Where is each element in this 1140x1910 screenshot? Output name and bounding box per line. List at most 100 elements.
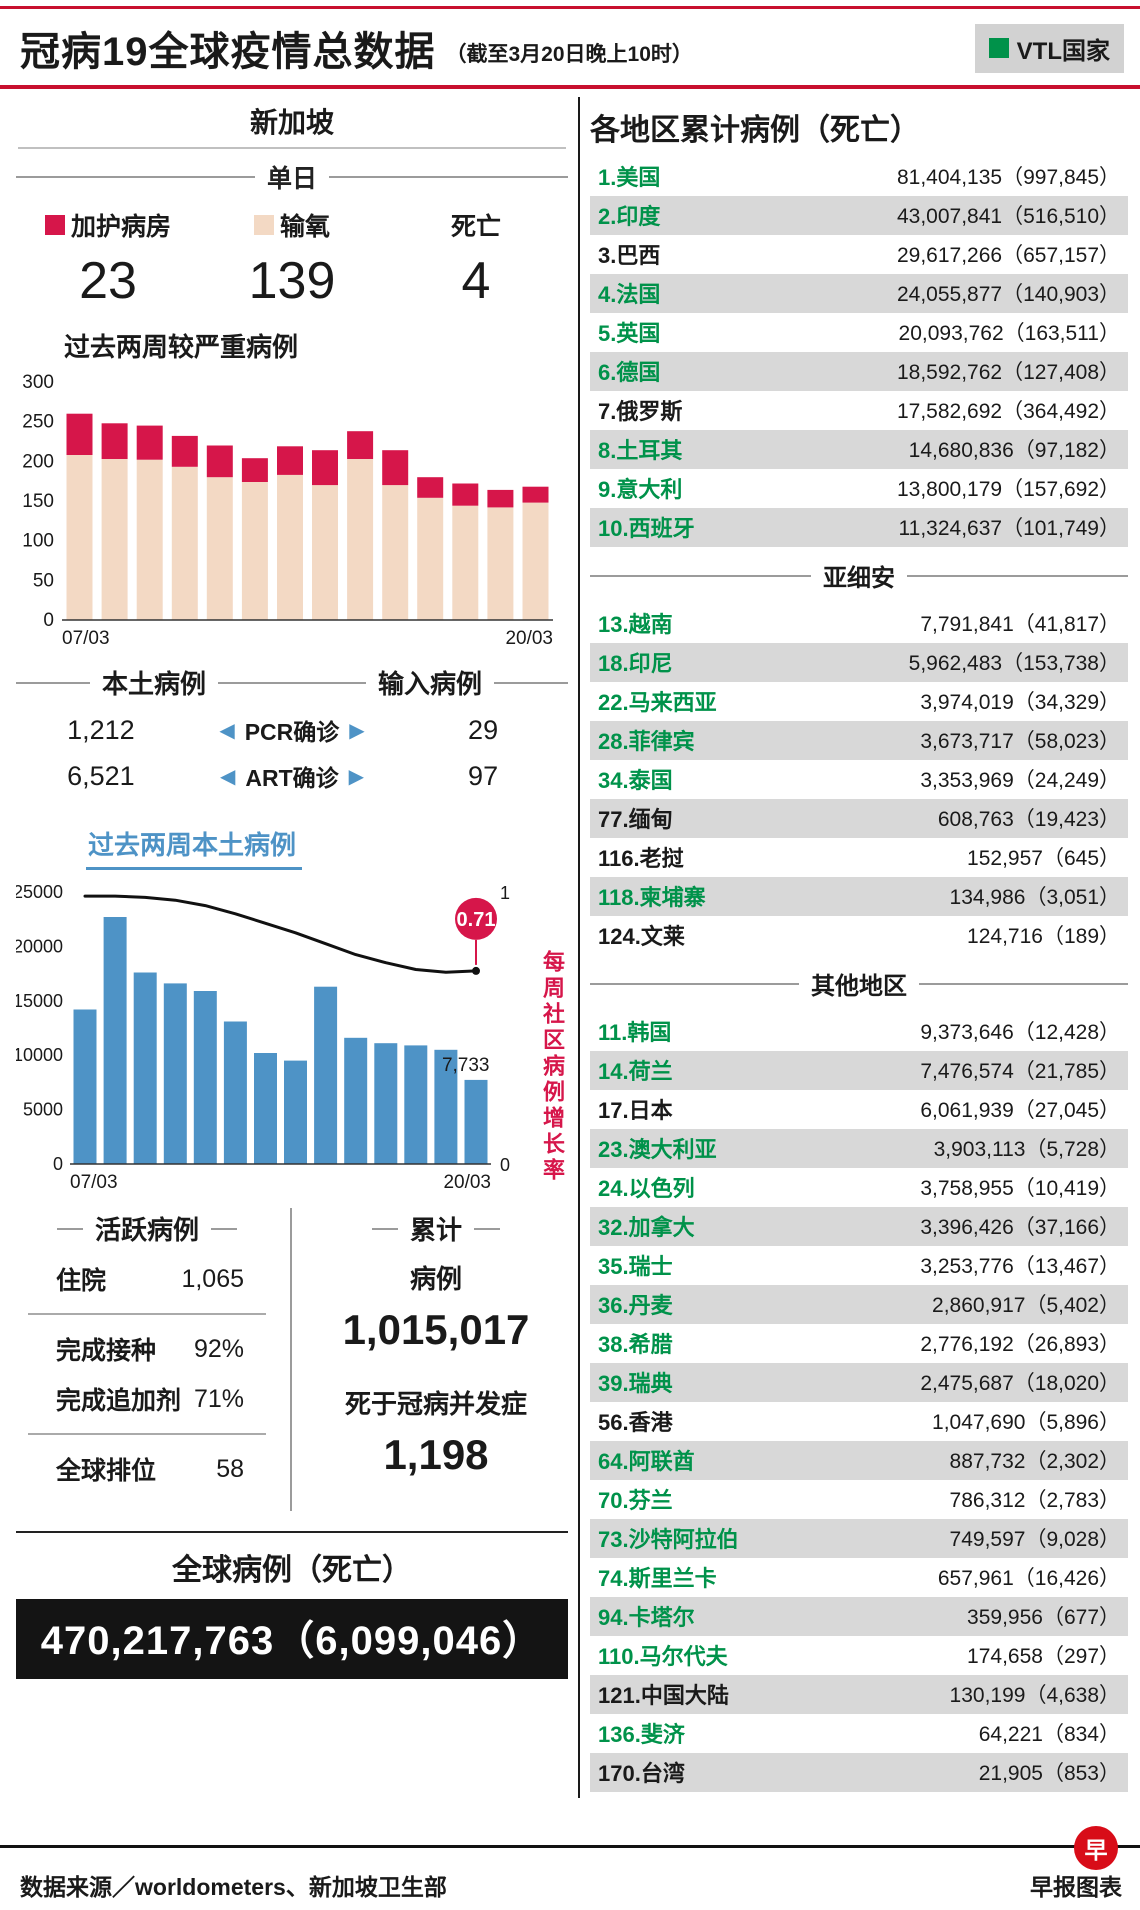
country-cases-deaths: 152,957（645） [967, 847, 1120, 870]
active-cases-header: 活跃病例 [20, 1210, 274, 1247]
country-name: 11.韩国 [598, 1020, 672, 1045]
page-subtitle: （截至3月20日晚上10时） [445, 43, 693, 66]
country-cases-deaths: 18,592,762（127,408） [896, 361, 1120, 384]
cumulative-cases-value: 1,015,017 [342, 1306, 530, 1353]
svg-text:0: 0 [53, 1154, 63, 1174]
region-row: 24.以色列 3,758,955（10,419） [590, 1168, 1128, 1207]
region-row: 28.菲律宾 3,673,717（58,023） [590, 721, 1128, 760]
country-name: 23.澳大利亚 [598, 1137, 717, 1162]
region-row: 3.巴西 29,617,266（657,157） [590, 235, 1128, 274]
left-arrow-icon: ◀ [219, 719, 235, 742]
global-rank-value: 58 [216, 1454, 244, 1483]
region-group-label: 亚细安 [823, 565, 895, 592]
icu-legend-swatch-icon [44, 215, 65, 235]
region-row: 11.韩国 9,373,646（12,428） [590, 1012, 1128, 1051]
divider [28, 1313, 266, 1315]
region-row: 39.瑞典 2,475,687（18,020） [590, 1363, 1128, 1402]
region-row: 14.荷兰 7,476,574（21,785） [590, 1051, 1128, 1090]
cumulative-deaths-label: 死于冠病并发症 [344, 1389, 527, 1419]
icu-value: 23 [79, 252, 137, 310]
region-row: 118.柬埔寨 134,986（3,051） [590, 877, 1128, 916]
footer-row: 数据来源／worldometers、新加坡卫生部 早报图表 [0, 1848, 1140, 1902]
country-cases-deaths: 174,658（297） [967, 1645, 1120, 1668]
data-source: 数据来源／worldometers、新加坡卫生部 [20, 1874, 447, 1900]
divider [474, 1227, 500, 1230]
svg-text:250: 250 [22, 412, 54, 433]
footer-rule: 早 [0, 1826, 1140, 1870]
region-group-header: 其他地区 [590, 961, 1128, 1006]
svg-text:20000: 20000 [16, 936, 63, 956]
country-name: 5.英国 [598, 321, 661, 346]
pcr-type: ◀ PCR确诊 ▶ [186, 713, 398, 747]
country-name: 136.斐济 [598, 1722, 685, 1747]
country-name: 110.马尔代夫 [598, 1644, 728, 1669]
country-name: 14.荷兰 [598, 1059, 673, 1084]
country-name: 6.德国 [598, 360, 661, 385]
region-row: 136.斐济 64,221（834） [590, 1714, 1128, 1753]
region-group-label: 其他地区 [811, 973, 907, 1000]
death-stat: 死亡 4 [384, 207, 568, 311]
country-cases-deaths: 9,373,646（12,428） [920, 1021, 1120, 1044]
oxygen-legend-swatch-icon [253, 215, 274, 235]
footer: 早 数据来源／worldometers、新加坡卫生部 早报图表 [0, 1826, 1140, 1902]
cumulative-deaths-value: 1,198 [383, 1431, 489, 1478]
right-arrow-icon: ▶ [349, 719, 365, 742]
global-rank-label: 全球排位 [56, 1457, 157, 1485]
imported-cases-header: 输入病例 [292, 664, 569, 701]
chart-credit: 早报图表 [1030, 1874, 1122, 1900]
country-name: 8.土耳其 [598, 438, 683, 463]
svg-text:7,733: 7,733 [442, 1055, 490, 1076]
country-name: 9.意大利 [598, 477, 683, 502]
vtl-legend-label: VTL国家 [1016, 37, 1110, 65]
country-name: 32.加拿大 [598, 1215, 695, 1240]
pcr-imported-value: 29 [468, 714, 499, 745]
country-cases-deaths: 11,324,637（101,749） [898, 517, 1120, 540]
country-name: 24.以色列 [598, 1176, 695, 1201]
svg-text:07/03: 07/03 [62, 628, 110, 649]
divider [56, 1227, 83, 1230]
vaccinated-value: 92% [193, 1334, 244, 1363]
hospitalized-row: 住院 1,065 [20, 1261, 274, 1297]
svg-text:10000: 10000 [16, 1045, 63, 1065]
country-name: 77.缅甸 [598, 807, 673, 832]
imported-cases-label: 输入病例 [378, 669, 483, 699]
country-cases-deaths: 7,476,574（21,785） [920, 1060, 1120, 1083]
divider [28, 1433, 266, 1435]
country-name: 3.巴西 [598, 243, 661, 268]
country-cases-deaths: 2,475,687（18,020） [920, 1372, 1120, 1395]
region-row: 6.德国 18,592,762（127,408） [590, 352, 1128, 391]
country-cases-deaths: 7,791,841（41,817） [920, 613, 1120, 636]
right-arrow-icon: ▶ [348, 765, 365, 788]
country-cases-deaths: 3,673,717（58,023） [920, 730, 1120, 753]
country-name: 64.阿联酋 [598, 1449, 695, 1474]
country-name: 2.印度 [598, 204, 661, 229]
country-cases-deaths: 134,986（3,051） [949, 886, 1120, 909]
vaccinated-row: 完成接种 92% [20, 1331, 274, 1367]
country-cases-deaths: 29,617,266（657,157） [896, 244, 1120, 267]
country-cases-deaths: 130,199（4,638） [949, 1684, 1120, 1707]
daily-stats: 加护病房 23 输氧 139 死亡 4 [16, 207, 568, 311]
divider [18, 147, 566, 149]
country-cases-deaths: 20,093,762（163,511） [898, 322, 1120, 345]
singapore-title: 新加坡 [249, 107, 334, 138]
severe-cases-chart-title: 过去两周较严重病例 [64, 332, 299, 362]
local-cases-chart: 0 5000 10000 15000 20000 25000 0 10.71 7,733 07/0… [16, 882, 510, 1193]
booster-value: 71% [193, 1384, 244, 1413]
cumulative-column: 累计 病例 1,015,017 死于冠病并发症 1,198 [292, 1208, 568, 1511]
page-title: 冠病19全球疫情总数据 [20, 30, 436, 74]
region-table: 1.美国 81,404,135（997,845） 2.印度 43,007,841（51… [590, 157, 1128, 1792]
divider [590, 982, 799, 985]
divider [494, 681, 569, 684]
active-cases-column: 活跃病例 住院 1,065 完成接种 92% 完成追加剂 71% [16, 1208, 292, 1511]
region-row: 116.老挝 152,957（645） [590, 838, 1128, 877]
region-row: 64.阿联酋 887,732（2,302） [590, 1441, 1128, 1480]
region-row: 32.加拿大 3,396,426（37,166） [590, 1207, 1128, 1246]
global-total-section: 全球病例（死亡） 470,217,763（6,099,046） [16, 1531, 568, 1679]
art-local-value: 6,521 [67, 760, 135, 791]
divider [329, 176, 569, 178]
region-row: 38.希腊 2,776,192（26,893） [590, 1324, 1128, 1363]
pcr-type-label: PCR确诊 [244, 719, 340, 745]
region-row: 7.俄罗斯 17,582,692（364,492） [590, 391, 1128, 430]
country-cases-deaths: 43,007,841（516,510） [896, 205, 1120, 228]
country-cases-deaths: 657,961（16,426） [937, 1567, 1120, 1590]
